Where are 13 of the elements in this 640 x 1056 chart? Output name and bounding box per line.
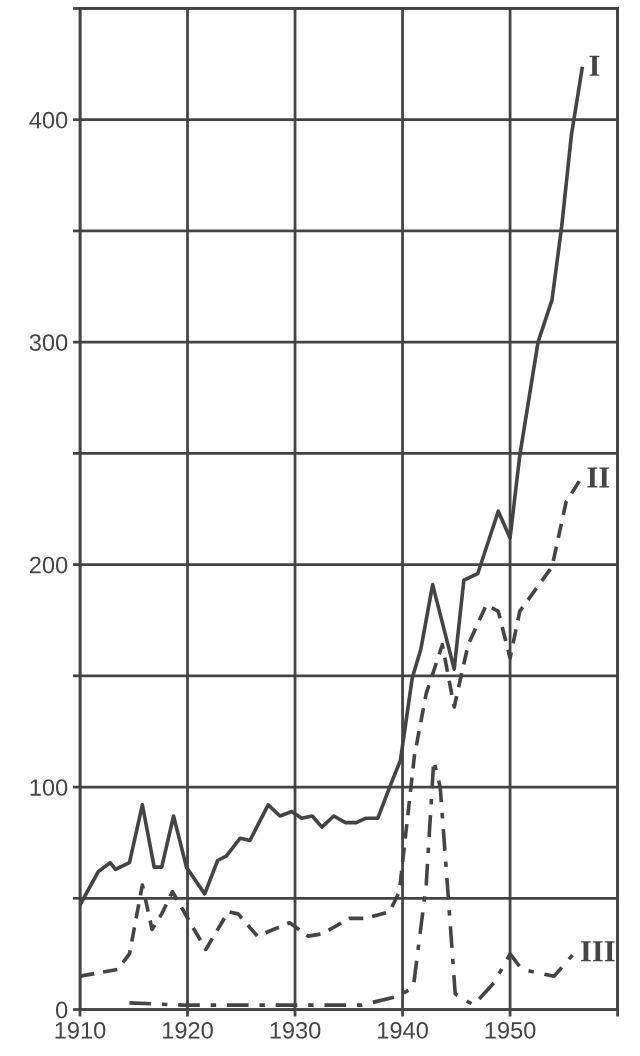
x-tick-label: 1950 [485, 1021, 536, 1039]
x-tick-label: 1930 [270, 1021, 321, 1039]
x-tick-label: 1920 [163, 1021, 213, 1039]
x-tick-label: 1940 [378, 1021, 428, 1039]
y-tick-label: 200 [29, 556, 68, 574]
series-label: I [589, 55, 600, 76]
y-tick-label: 0 [55, 1001, 68, 1019]
x-tick-label: 1910 [55, 1021, 106, 1039]
series-label: III [581, 941, 615, 962]
y-tick-label: 300 [29, 334, 68, 351]
series-label: II [587, 467, 610, 488]
y-tick-label: 100 [30, 779, 68, 796]
y-tick-label: 400 [29, 111, 68, 129]
